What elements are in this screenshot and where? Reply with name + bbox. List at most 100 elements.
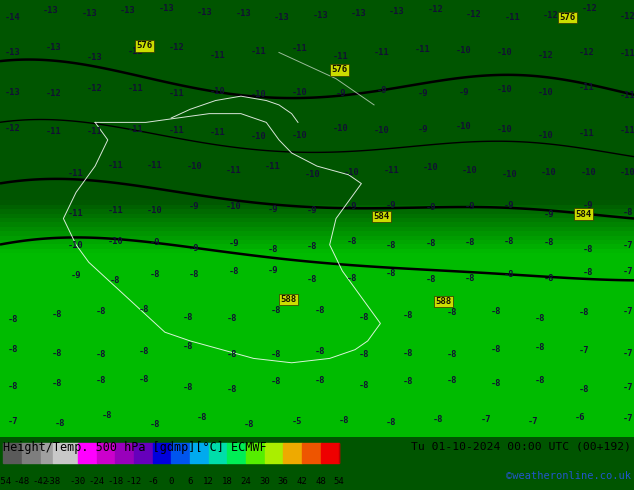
Text: -8: -8 <box>583 268 593 277</box>
Text: -42: -42 <box>32 477 49 486</box>
Text: -8: -8 <box>183 313 193 321</box>
Text: -8: -8 <box>386 241 396 250</box>
Text: -8: -8 <box>228 268 239 276</box>
Bar <box>227 443 246 463</box>
Text: -8: -8 <box>339 416 349 425</box>
Text: -11: -11 <box>68 169 84 178</box>
Text: -8: -8 <box>95 307 106 316</box>
Text: -12: -12 <box>169 43 184 52</box>
Text: -54: -54 <box>0 477 11 486</box>
Bar <box>190 443 209 463</box>
Text: -7: -7 <box>623 307 633 316</box>
Text: -12: -12 <box>126 477 142 486</box>
Text: -8: -8 <box>307 275 318 284</box>
Text: -14: -14 <box>5 13 20 22</box>
Text: -8: -8 <box>425 275 436 284</box>
Text: -10: -10 <box>333 124 349 133</box>
Text: -10: -10 <box>541 168 557 176</box>
Bar <box>115 443 134 463</box>
Text: -9: -9 <box>268 205 278 214</box>
Bar <box>321 443 339 463</box>
Text: -7: -7 <box>8 417 18 426</box>
Text: -13: -13 <box>5 88 20 97</box>
Text: ©weatheronline.co.uk: ©weatheronline.co.uk <box>506 471 631 481</box>
Text: -10: -10 <box>292 131 307 140</box>
Text: -9: -9 <box>377 86 387 95</box>
Text: -10: -10 <box>497 49 512 57</box>
Text: 42: 42 <box>297 477 307 486</box>
Text: -8: -8 <box>139 375 150 384</box>
Text: -8: -8 <box>491 345 501 354</box>
Text: -13: -13 <box>389 7 405 16</box>
Text: -13: -13 <box>197 8 213 17</box>
Text: -11: -11 <box>226 166 242 175</box>
Text: -7: -7 <box>623 383 633 392</box>
Text: -12: -12 <box>5 124 20 133</box>
Text: -8: -8 <box>447 308 457 317</box>
Text: -13: -13 <box>120 6 136 15</box>
Text: -8: -8 <box>491 307 501 316</box>
Text: -10: -10 <box>501 170 517 179</box>
Text: -13: -13 <box>158 3 174 13</box>
Bar <box>78 443 96 463</box>
Text: -10: -10 <box>456 46 472 55</box>
Text: -8: -8 <box>189 270 200 279</box>
Bar <box>302 443 321 463</box>
Text: -5: -5 <box>291 416 302 425</box>
Text: -9: -9 <box>417 124 428 134</box>
Text: -11: -11 <box>87 127 103 136</box>
Text: -9: -9 <box>150 238 160 247</box>
Text: -8: -8 <box>623 208 633 217</box>
Text: -11: -11 <box>384 166 399 175</box>
Text: -9: -9 <box>583 201 593 210</box>
Text: -11: -11 <box>292 44 307 52</box>
Text: -8: -8 <box>307 242 318 251</box>
Text: -10: -10 <box>68 241 84 249</box>
Text: 588: 588 <box>436 297 452 306</box>
Text: -10: -10 <box>538 88 553 97</box>
Text: -8: -8 <box>271 350 281 359</box>
Text: -8: -8 <box>465 274 476 283</box>
Text: -10: -10 <box>251 90 266 98</box>
Text: -9: -9 <box>335 89 346 98</box>
Text: 0: 0 <box>169 477 174 486</box>
Text: -8: -8 <box>51 349 62 358</box>
Text: -8: -8 <box>315 306 325 315</box>
Text: -8: -8 <box>183 342 193 351</box>
Text: -8: -8 <box>543 274 554 283</box>
Text: -10: -10 <box>210 87 226 96</box>
Text: -8: -8 <box>110 275 120 285</box>
Text: -8: -8 <box>315 346 325 356</box>
Text: -11: -11 <box>579 129 595 138</box>
Text: -13: -13 <box>5 49 20 57</box>
Text: -12: -12 <box>579 48 595 57</box>
Text: -9: -9 <box>417 89 428 98</box>
Text: 12: 12 <box>203 477 214 486</box>
Text: -13: -13 <box>235 9 251 18</box>
Text: -8: -8 <box>433 415 444 424</box>
Text: -30: -30 <box>70 477 86 486</box>
Text: -8: -8 <box>95 350 106 359</box>
Text: -8: -8 <box>8 315 18 324</box>
Text: -11: -11 <box>169 126 184 135</box>
Bar <box>283 443 302 463</box>
Bar <box>0 0 634 219</box>
Text: -8: -8 <box>403 311 413 320</box>
Text: -11: -11 <box>210 51 226 60</box>
Text: -8: -8 <box>227 385 238 394</box>
Bar <box>96 443 115 463</box>
Text: -8: -8 <box>95 375 106 385</box>
Text: -7: -7 <box>623 241 633 250</box>
Text: -12: -12 <box>87 84 103 93</box>
Text: -8: -8 <box>543 238 554 246</box>
Text: 576: 576 <box>331 66 347 74</box>
Text: -13: -13 <box>87 53 103 62</box>
Text: -11: -11 <box>68 209 84 218</box>
Text: -10: -10 <box>186 162 202 171</box>
Text: -8: -8 <box>8 344 18 354</box>
Text: -9: -9 <box>189 244 200 253</box>
Text: -8: -8 <box>534 343 545 352</box>
Text: 576: 576 <box>136 41 153 50</box>
Text: -13: -13 <box>274 13 290 22</box>
Text: -10: -10 <box>580 168 596 177</box>
